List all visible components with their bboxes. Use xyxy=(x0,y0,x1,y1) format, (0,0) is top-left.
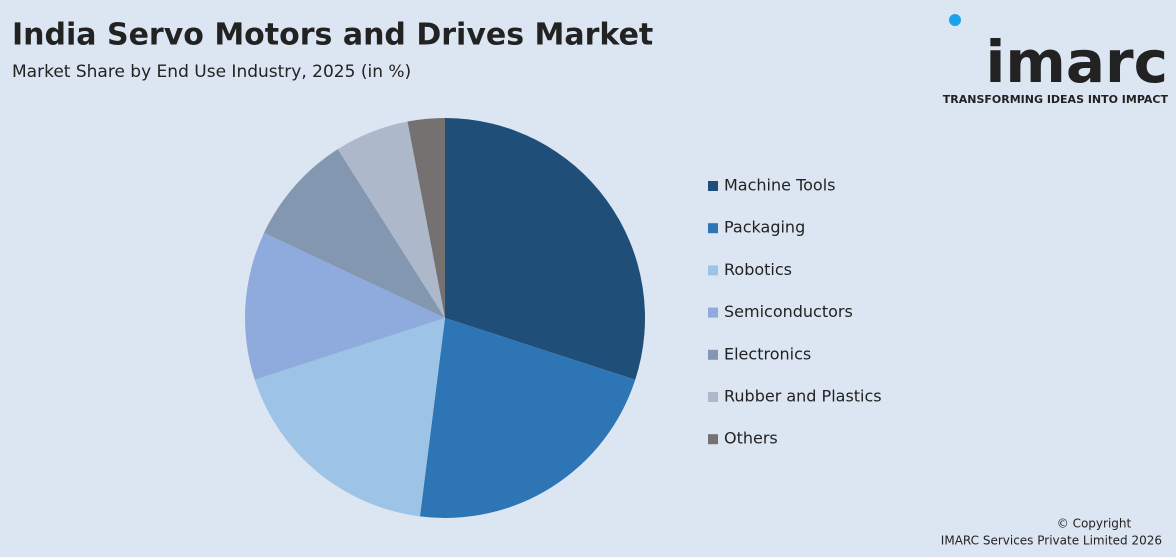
pie-slice xyxy=(445,118,645,380)
chart-subtitle: Market Share by End Use Industry, 2025 (… xyxy=(12,62,411,82)
company: IMARC Services Private Limited 2026 xyxy=(941,534,1162,548)
legend-label: Electronics xyxy=(724,344,811,363)
pie-slice xyxy=(407,118,445,318)
logo-tagline: TRANSFORMING IDEAS INTO IMPACT xyxy=(943,93,1169,106)
pie-slice xyxy=(337,121,445,319)
legend-swatch xyxy=(708,434,718,445)
legend-swatch xyxy=(708,223,718,234)
legend-swatch xyxy=(708,181,718,191)
pie-slice xyxy=(254,318,445,517)
legend-swatch xyxy=(708,349,718,360)
legend-label: Others xyxy=(724,429,778,448)
legend-swatch xyxy=(708,265,718,276)
pie-slice xyxy=(264,149,445,318)
legend-swatch xyxy=(708,392,718,402)
legend-label: Rubber and Plastics xyxy=(724,387,882,406)
legend-label: Machine Tools xyxy=(724,176,835,195)
pie-slice xyxy=(244,232,445,380)
copyright: © Copyright xyxy=(1057,517,1132,531)
logo-dot xyxy=(949,14,961,26)
pie-slice xyxy=(419,318,636,518)
legend-label: Robotics xyxy=(724,260,792,279)
legend-label: Packaging xyxy=(724,218,805,237)
logo: imarc xyxy=(986,28,1168,96)
chart-title: India Servo Motors and Drives Market xyxy=(12,18,653,53)
legend-label: Semiconductors xyxy=(724,302,853,321)
legend-swatch xyxy=(708,307,718,318)
